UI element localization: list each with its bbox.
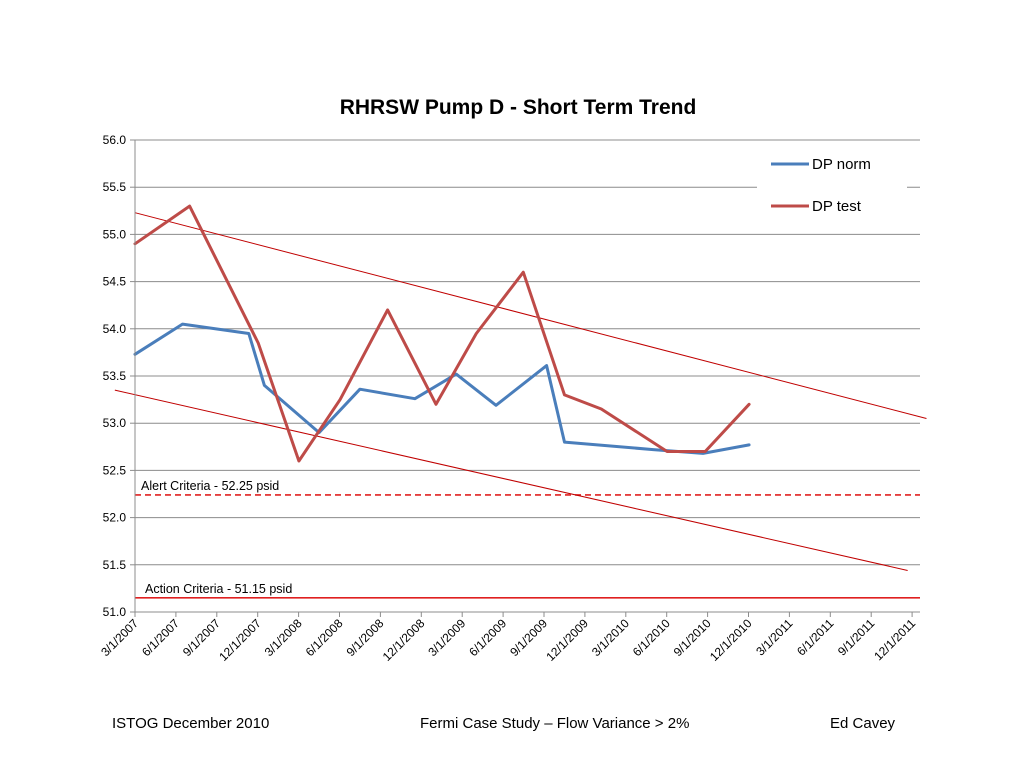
x-tick-label: 3/1/2008: [262, 616, 305, 659]
y-tick-label: 55.0: [103, 227, 127, 241]
y-tick-label: 52.5: [103, 463, 127, 477]
dp-norm-line: [133, 322, 751, 455]
chart-title: RHRSW Pump D - Short Term Trend: [340, 96, 697, 119]
x-tick-label: 6/1/2010: [630, 616, 673, 659]
footer-author: Ed Cavey: [830, 715, 896, 732]
y-tick-label: 54.5: [103, 275, 127, 289]
action-criteria-label: Action Criteria - 51.15 psid: [145, 582, 292, 596]
dp-test-line: [133, 204, 751, 463]
y-tick-label: 56.0: [103, 133, 127, 147]
trend-chart: RHRSW Pump D - Short Term Trend Alert Cr…: [98, 96, 927, 664]
footer-topic: Fermi Case Study – Flow Variance > 2%: [420, 715, 690, 732]
x-tick-label: 6/1/2009: [466, 616, 509, 659]
gridlines: [135, 139, 920, 566]
x-tick-label: 12/1/2011: [871, 616, 918, 663]
legend: DP norm DP test: [757, 148, 907, 228]
x-tick-label: 3/1/2007: [98, 616, 141, 659]
x-tick-label: 3/1/2009: [425, 616, 468, 659]
x-tick-label: 6/1/2008: [303, 616, 346, 659]
legend-box: [757, 148, 907, 228]
lower-trend-line: [114, 389, 908, 571]
legend-entry: DP norm: [812, 156, 871, 173]
x-tick-label: 3/1/2010: [589, 616, 632, 659]
criteria-lines: Alert Criteria - 52.25 psid Action Criter…: [135, 479, 920, 599]
x-tick-label: 12/1/2008: [380, 616, 428, 664]
x-tick-label: 12/1/2007: [216, 616, 264, 664]
data-series: [133, 204, 751, 463]
trend-lines: [114, 212, 927, 571]
x-tick-label: 6/1/2007: [139, 616, 182, 659]
alert-criteria-label: Alert Criteria - 52.25 psid: [141, 479, 279, 493]
x-tick-label: 12/1/2010: [707, 616, 755, 664]
x-tick-label: 12/1/2009: [543, 616, 591, 664]
y-tick-label: 52.0: [103, 511, 127, 525]
legend-entry: DP test: [812, 198, 862, 215]
y-tick-label: 55.5: [103, 180, 127, 194]
y-tick-label: 54.0: [103, 322, 127, 336]
upper-trend-line: [134, 212, 927, 419]
x-tick-label: 3/1/2011: [753, 616, 796, 659]
y-tick-label: 53.5: [103, 369, 127, 383]
y-tick-label: 53.0: [103, 416, 127, 430]
footer-event: ISTOG December 2010: [112, 715, 270, 732]
y-tick-label: 51.0: [103, 605, 127, 619]
x-tick-label: 6/1/2011: [794, 616, 837, 659]
y-tick-label: 51.5: [103, 558, 127, 572]
